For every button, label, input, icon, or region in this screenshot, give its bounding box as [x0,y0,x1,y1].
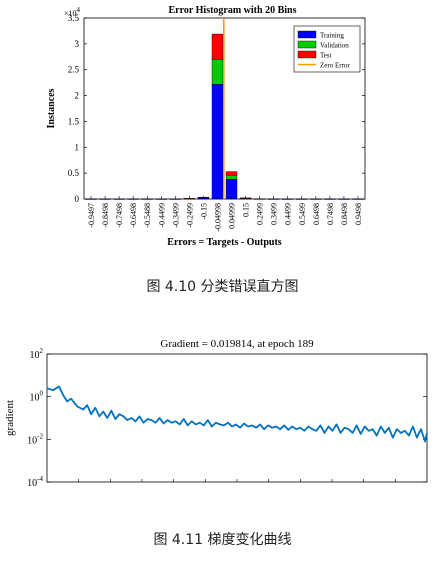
y-tick-label: 1 [75,142,80,152]
chart-title: Gradient = 0.019814, at epoch 189 [160,338,314,350]
y-tick-label: 3.5 [68,13,80,23]
y-tick-label: 3 [75,39,80,49]
y-tick-base: 10 [30,393,40,404]
y-exponent-power: 4 [77,6,81,14]
x-tick-label: -0.15 [199,203,208,220]
y-tick-label: 10-4 [27,475,43,489]
bar-validation-9 [211,59,224,85]
x-tick-label: 0.7498 [326,203,335,225]
y-exponent-base: ×10 [64,9,77,18]
x-tick-label: 0.6498 [312,203,321,225]
y-tick-label: 102 [30,347,44,361]
plot-area [46,353,428,483]
y-tick-label: 100 [30,390,44,404]
x-axis-label: Errors = Targets - Outputs [167,237,282,248]
y-tick-label: 2 [75,91,80,101]
chart-title: Error Histogram with 20 Bins [169,5,297,16]
y-exponent-label: ×104 [64,6,81,18]
x-tick-label: 0.2499 [256,203,265,225]
y-axis-label: Instances [46,88,57,128]
x-tick-label: 0.9498 [354,203,363,225]
gradient-line [46,385,428,443]
figure-caption-4-10: 图 4.10 分类错误直方图 [146,279,299,295]
x-tick-label: -0.8498 [101,203,110,228]
x-tick-label: 0.15 [242,203,251,217]
legend-swatch-test [297,50,317,59]
legend-label-training: Training [320,32,344,40]
x-tick-label: 0.04999 [228,203,237,229]
y-tick-exponent: -4 [37,475,43,483]
bar-test-10 [225,171,238,176]
bar-training-9 [211,83,224,200]
error-histogram-chart: 0 0.5 1 1.5 2 2.5 3 3.5×104 Error Histogram with… [46,5,366,248]
y-axis-label: gradient [4,400,16,436]
y-tick-exponent: 2 [40,347,44,355]
y-tick-exponent: -2 [37,432,43,440]
x-tick-label: -0.6498 [129,203,138,228]
x-tick-label: -0.4499 [157,203,166,228]
y-tick-label: 2.5 [68,65,80,75]
legend-label-test: Test [320,52,332,60]
bar-validation-10 [225,175,238,180]
gradient-chart: Gradient = 0.019814, at epoch 189 gradien… [4,338,428,489]
x-tick-label: -0.7498 [115,203,124,228]
x-tick-label: -0.2499 [185,203,194,228]
bar-test-9 [211,33,224,60]
x-tick-label: 0.3499 [270,203,279,225]
legend-label-zero-error: Zero Error [320,62,350,70]
y-tick-base: 10 [30,350,40,361]
x-tick-label: 0.8498 [340,203,349,225]
y-tick-label: 0.5 [68,168,80,178]
x-tick-label: -0.04998 [213,203,222,232]
figure-caption-4-11: 图 4.11 梯度变化曲线 [153,532,292,548]
y-tick-label: 10-2 [27,432,43,446]
x-tick-label: -0.3499 [171,203,180,228]
x-tick-label: -0.5488 [143,203,152,228]
y-tick-label: 1.5 [68,116,80,126]
y-tick-base: 10 [27,478,37,489]
y-tick-base: 10 [27,435,37,446]
y-tick-exponent: 0 [40,390,44,398]
legend-swatch-training [297,30,317,39]
x-tick-label: 0.4499 [284,203,293,225]
y-tick-label: 0 [75,194,80,204]
legend-label-validation: Validation [320,42,349,50]
x-tick-label: 0.5499 [298,203,307,225]
x-tick-label: -0.9497 [87,203,96,228]
legend-swatch-validation [297,40,317,49]
